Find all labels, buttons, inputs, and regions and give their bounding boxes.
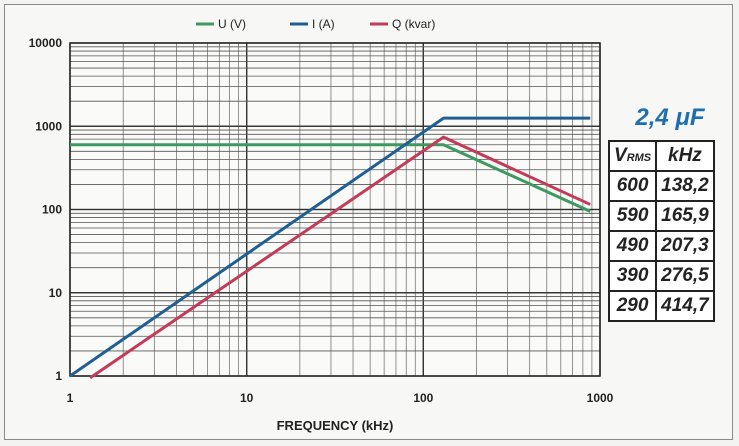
y-tick-label: 100 (42, 203, 62, 217)
table-row: 590 165,9 (607, 200, 715, 232)
table-cell-voltage: 600 (607, 170, 658, 202)
table-cell-frequency: 207,3 (655, 230, 715, 262)
table-row: 390 276,5 (607, 260, 715, 292)
x-axis-title: FREQUENCY (kHz) (277, 418, 394, 433)
legend-label: I (A) (312, 17, 335, 31)
x-tick-label: 1 (67, 391, 74, 405)
table-cell-voltage: 490 (607, 230, 658, 262)
table-row: 490 207,3 (607, 230, 715, 262)
table-header-row: VRMS kHz (607, 140, 715, 172)
y-tick-label: 1 (55, 369, 62, 383)
tick-layer: 1 10 100 1000 1 10 100 1000 10000 (29, 36, 614, 405)
voltage-frequency-table: VRMS kHz 600 138,2 590 165,9 490 207,3 390 2… (607, 140, 715, 322)
legend-label: Q (kvar) (392, 17, 435, 31)
plot-border (69, 42, 601, 377)
table-header-frequency: kHz (655, 140, 715, 172)
table-row: 600 138,2 (607, 170, 715, 202)
y-tick-label: 10 (49, 286, 63, 300)
table-cell-voltage: 290 (607, 290, 658, 322)
series-line (70, 143, 591, 213)
header-v-subscript: RMS (626, 152, 652, 164)
header-v-text: V (614, 145, 627, 166)
x-tick-label: 1000 (587, 391, 614, 405)
table-row: 290 414,7 (607, 290, 715, 322)
y-tick-label: 10000 (29, 36, 63, 50)
table-cell-frequency: 138,2 (655, 170, 715, 202)
table-cell-frequency: 276,5 (655, 260, 715, 292)
x-tick-label: 100 (413, 391, 433, 405)
legend: U (V) I (A) Q (kvar) (196, 17, 435, 31)
table-cell-voltage: 590 (607, 200, 658, 232)
legend-label: U (V) (218, 17, 246, 31)
series-layer (69, 116, 591, 380)
table-cell-frequency: 165,9 (655, 200, 715, 232)
y-tick-label: 1000 (35, 119, 62, 133)
series-line (69, 116, 591, 378)
table-cell-voltage: 390 (607, 260, 658, 292)
table-header-voltage: VRMS (607, 140, 658, 172)
series-line (89, 135, 591, 380)
x-tick-label: 10 (240, 391, 254, 405)
capacitance-label: 2,4 μF (635, 104, 705, 131)
table-cell-frequency: 414,7 (655, 290, 715, 322)
